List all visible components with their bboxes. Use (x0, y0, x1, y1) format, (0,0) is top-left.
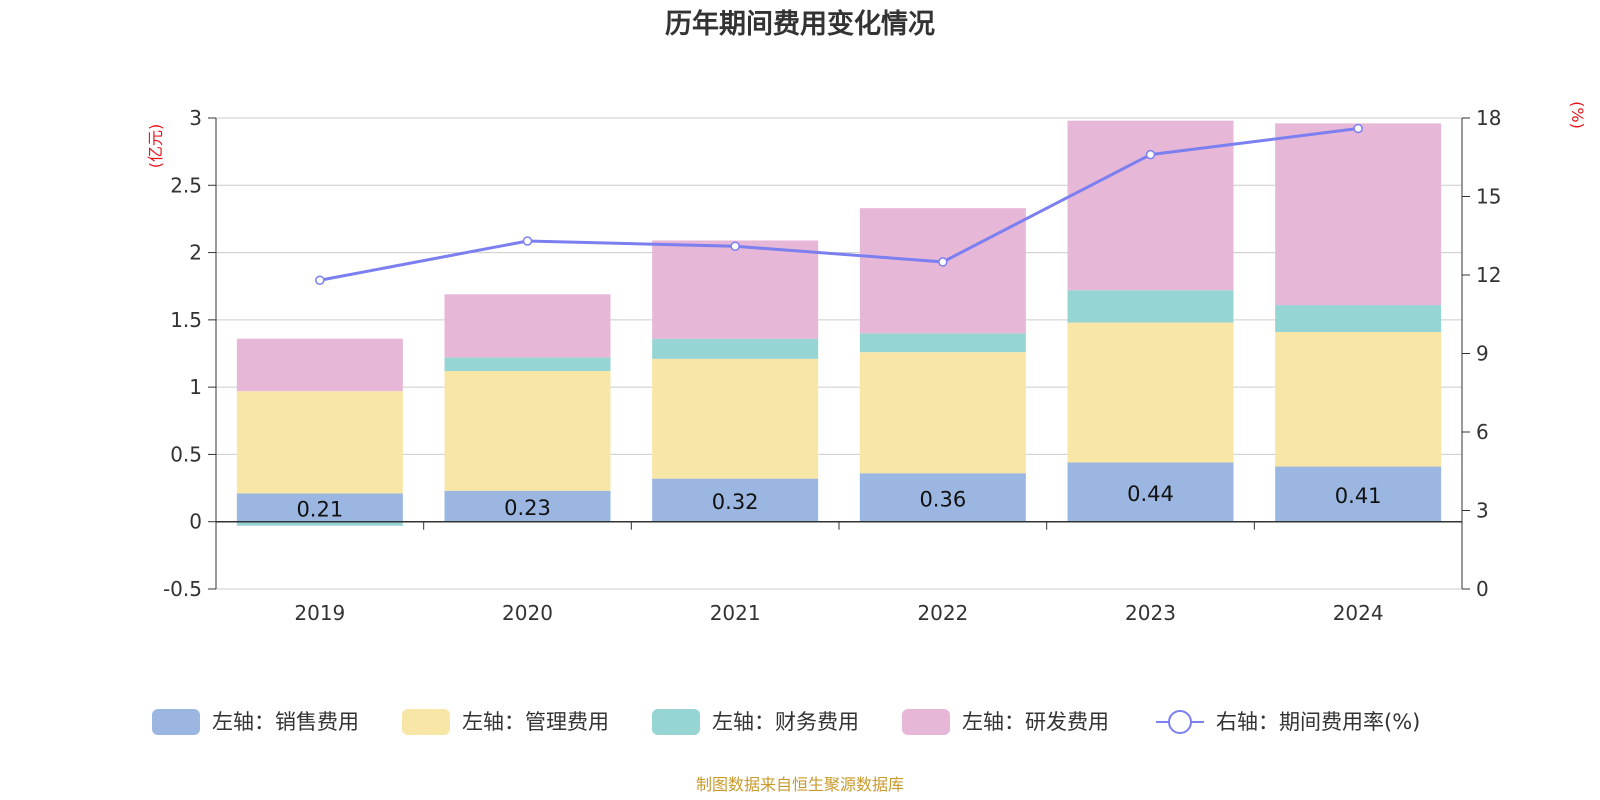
bar-segment-1 (1067, 462, 1234, 522)
legend-label: 左轴：财务费用 (712, 710, 859, 734)
legend-label: 左轴：销售费用 (212, 710, 359, 734)
right-axis-tick-label: 9 (1476, 342, 1489, 366)
right-axis-tick-label: 15 (1476, 185, 1501, 209)
rate-line (319, 126, 1359, 282)
left-axis-tick-label: 2 (189, 241, 202, 265)
bar-segment-2 (859, 352, 1026, 474)
x-axis-tick-label: 2024 (1333, 601, 1384, 625)
bar-data-label: 0.36 (919, 487, 966, 511)
bar-data-label: 0.23 (504, 496, 551, 520)
legend-swatch (402, 709, 450, 735)
left-axis-tick-label: 3 (189, 106, 202, 130)
legend-label: 左轴：研发费用 (962, 710, 1109, 734)
bar-data-label: 0.21 (296, 498, 343, 522)
bar-segment-1 (652, 478, 819, 522)
axes: -0.5 0 0.5 1 1.5 2 2.5 3 0 3 6 9 12 15 18 2019 2020 2021 2… (163, 106, 1501, 625)
left-axis-tick-label: -0.5 (163, 577, 202, 601)
right-axis-tick-label: 3 (1476, 499, 1489, 523)
chart-title: 历年期间费用变化情况 (665, 8, 935, 40)
left-axis-tick-label: 2.5 (170, 173, 202, 197)
legend-swatch (152, 709, 200, 735)
bar-segment-2 (444, 370, 611, 491)
legend-swatch (652, 709, 700, 735)
left-axis-tick-label: 0.5 (170, 442, 202, 466)
bar-series: 0.21 0.23 0.32 0.36 0.44 0.41 (236, 120, 1442, 526)
legend: 左轴：销售费用 左轴：管理费用 左轴：财务费用 左轴：研发费用 右轴：期间费用率(%) (152, 709, 1420, 735)
bar-data-label: 0.32 (712, 490, 759, 514)
gridlines (216, 117, 1462, 590)
bar-data-label: 0.41 (1335, 484, 1382, 508)
rate-point (315, 275, 325, 285)
bar-segment-4 (236, 338, 403, 392)
line-series (315, 123, 1363, 285)
bar-segment-2 (1067, 322, 1234, 463)
bar-segment-1 (236, 493, 403, 522)
x-axis-tick-label: 2023 (1125, 601, 1176, 625)
bar-segment-4 (859, 208, 1026, 334)
bar-segment-4 (652, 240, 819, 339)
legend-label: 右轴：期间费用率(%) (1216, 710, 1420, 734)
legend-swatch (902, 709, 950, 735)
bar-segment-2 (652, 358, 819, 479)
x-axis-tick-label: 2021 (710, 601, 761, 625)
bar-segment-3 (236, 521, 403, 526)
x-axis-tick-label: 2019 (294, 601, 345, 625)
bar-segment-3 (1275, 305, 1442, 332)
bar-segment-3 (859, 333, 1026, 353)
bar-segment-1 (444, 490, 611, 522)
left-axis-tick-label: 0 (189, 510, 202, 534)
right-axis-tick-label: 0 (1476, 577, 1489, 601)
x-axis-tick-label: 2022 (917, 601, 968, 625)
rate-point (522, 236, 533, 246)
bar-segment-3 (652, 338, 819, 359)
bar-segment-1 (859, 473, 1026, 522)
bar-segment-3 (444, 357, 611, 371)
bar-segment-3 (1067, 290, 1234, 323)
rate-point (938, 257, 948, 267)
bar-segment-2 (236, 391, 403, 494)
source-note: 制图数据来自恒生聚源数据库 (696, 775, 904, 794)
bar-data-label: 0.44 (1127, 482, 1174, 506)
rate-point (1353, 123, 1363, 134)
bar-segment-4 (444, 294, 611, 358)
right-axis-tick-label: 12 (1476, 263, 1501, 287)
rate-point (730, 241, 740, 251)
left-axis-unit: (亿元) (146, 124, 165, 169)
bar-segment-1 (1275, 466, 1442, 522)
rate-point (1145, 149, 1156, 160)
legend-label: 左轴：管理费用 (462, 710, 609, 734)
bar-segment-2 (1275, 331, 1442, 467)
legend-line-marker (1168, 710, 1192, 734)
bar-segment-4 (1275, 123, 1442, 306)
left-axis-tick-label: 1 (189, 375, 202, 399)
right-axis-tick-label: 18 (1476, 106, 1501, 130)
right-axis-tick-label: 6 (1476, 420, 1489, 444)
left-axis-tick-label: 1.5 (170, 308, 202, 332)
right-axis-unit: (%) (1568, 101, 1587, 129)
x-axis-tick-label: 2020 (502, 601, 553, 625)
